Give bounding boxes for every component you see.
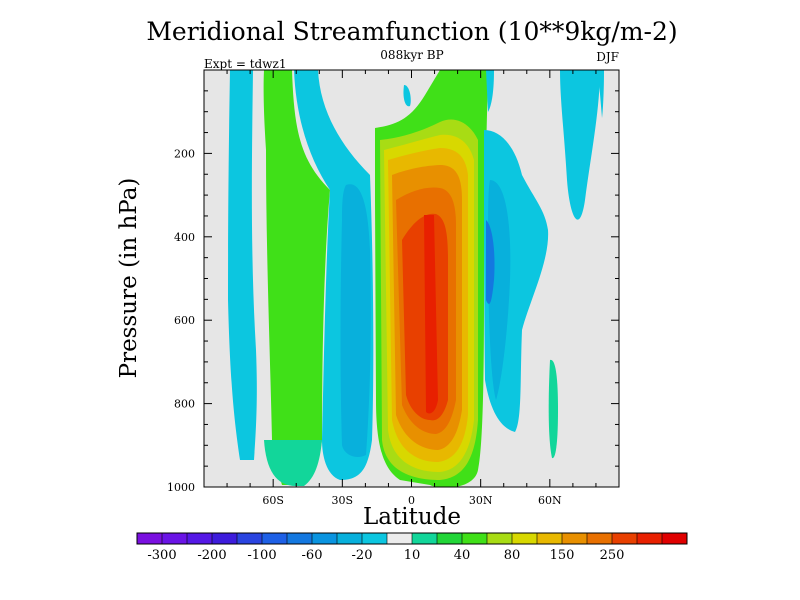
contour-neg-polar-north-tail [598,70,604,118]
contour-neg-mid-south-inner [340,184,371,457]
contour-neg-north-tail [486,70,494,112]
contour-equatorial-top [403,85,411,107]
x-axis-label: Latitude [363,504,461,530]
colorbar-label: 80 [504,548,521,563]
colorbar-swatch [512,533,538,544]
colorbar-swatch [262,533,288,544]
colorbar-swatch [237,533,263,544]
x-tick-label: 60S [262,494,284,507]
colorbar-swatch [312,533,338,544]
colorbar-label: 150 [550,548,575,563]
contour-neg-polar-south [228,70,257,460]
colorbar-label: -200 [197,548,226,563]
y-tick-label: 600 [174,314,195,327]
colorbar-swatch [337,533,363,544]
chart-title: Meridional Streamfunction (10**9kg/m-2) [146,17,677,46]
colorbar-label: 40 [454,548,471,563]
colorbar-swatch [362,533,388,544]
y-tick-label: 1000 [167,481,195,494]
colorbar-swatch [612,533,638,544]
colorbar-label: -100 [247,548,276,563]
colorbar-label: 10 [404,548,421,563]
contour-pos-north-high [548,359,558,459]
colorbar-swatch [537,533,563,544]
y-tick-label: 200 [174,147,195,160]
colorbar-swatch [587,533,613,544]
x-axis-ticks: 60S 30S 0 30N 60N [226,70,597,507]
colorbar-swatch [487,533,513,544]
x-tick-label: 60N [538,494,562,507]
colorbar-swatch [387,533,413,544]
colorbar-swatch [137,533,163,544]
colorbar-label: -300 [147,548,176,563]
contour-hadley-core [424,215,438,414]
colorbar-swatch [212,533,238,544]
colorbar-label: -20 [352,548,373,563]
y-axis-ticks: 200 400 600 800 1000 [167,90,619,494]
contour-fill-group [228,70,604,487]
x-tick-label: 30N [469,494,493,507]
colorbar-swatch [162,533,188,544]
colorbar-swatch [662,533,688,544]
colorbar-swatch [437,533,463,544]
colorbar-swatch [412,533,438,544]
colorbar-swatch [287,533,313,544]
colorbar-swatch [637,533,663,544]
colorbar-label: -60 [302,548,323,563]
colorbar-swatch [562,533,588,544]
contour-pos-south-outer [263,70,330,485]
colorbar: -300 -200 -100 -60 -20 10 40 80 150 250 [136,532,688,563]
contour-pos-south-cyan-edge [264,440,322,486]
contour-neg-polar-north [560,70,600,220]
colorbar-swatch [187,533,213,544]
y-axis-label: Pressure (in hPa) [116,178,142,379]
contour-neg-north-inner [488,180,511,400]
contour-neg-north-core [486,220,495,304]
y-tick-label: 400 [174,231,195,244]
colorbar-frame [136,532,688,545]
x-tick-label: 0 [408,494,415,507]
chart-subtitle-center: 088kyr BP [380,48,443,62]
chart-subtitle-left: Expt = tdwz1 [204,57,286,71]
x-tick-label: 30S [332,494,354,507]
chart-subtitle-right: DJF [596,50,619,64]
colorbar-label: 250 [600,548,625,563]
colorbar-swatch [462,533,488,544]
y-tick-label: 800 [174,398,195,411]
